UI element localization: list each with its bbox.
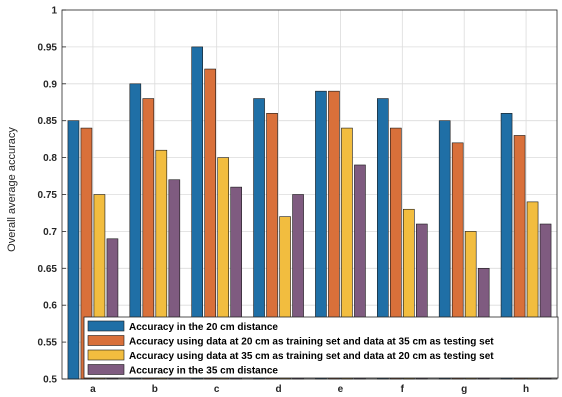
y-tick-label: 0.9 — [43, 79, 57, 90]
y-axis-label: Overall average accuracy — [6, 127, 18, 252]
legend-swatch — [87, 335, 125, 346]
bar — [67, 120, 80, 380]
legend-entry: Accuracy using data at 35 cm as training… — [129, 351, 494, 362]
y-tick-label: 0.55 — [38, 338, 58, 349]
x-tick-label: g — [461, 384, 467, 395]
x-tick-label: d — [276, 384, 282, 395]
legend-swatch — [87, 364, 125, 375]
y-tick-label: 1 — [51, 6, 57, 17]
legend-swatch — [87, 349, 125, 361]
y-tick-label: 0.65 — [38, 264, 58, 275]
y-tick-label: 0.7 — [43, 227, 57, 238]
y-tick-label: 0.85 — [38, 116, 58, 127]
y-tick-label: 0.6 — [43, 301, 57, 312]
legend-swatch — [87, 320, 125, 332]
x-tick-label: f — [401, 384, 405, 395]
x-tick-label: e — [338, 384, 344, 395]
x-tick-label: h — [523, 384, 529, 395]
x-tick-label: a — [90, 384, 96, 395]
x-tick-label: c — [214, 384, 220, 395]
y-tick-label: 0.8 — [43, 153, 57, 164]
legend-box — [83, 316, 559, 379]
y-tick-label: 0.75 — [38, 190, 58, 201]
legend-entry: Accuracy in the 35 cm distance — [129, 366, 278, 377]
x-tick-label: b — [152, 384, 158, 395]
legend-entry: Accuracy using data at 20 cm as training… — [129, 337, 494, 348]
y-axis-ticks: 0.5 0.55 0.6 0.65 0.7 0.75 0.8 0.85 0.9 0.95 1 — [38, 6, 66, 386]
legend: Accuracy in the 20 cm distance Accuracy u… — [83, 316, 559, 379]
legend-entry: Accuracy in the 20 cm distance — [129, 322, 278, 333]
y-tick-label: 0.5 — [43, 375, 57, 386]
y-tick-label: 0.95 — [38, 42, 58, 53]
